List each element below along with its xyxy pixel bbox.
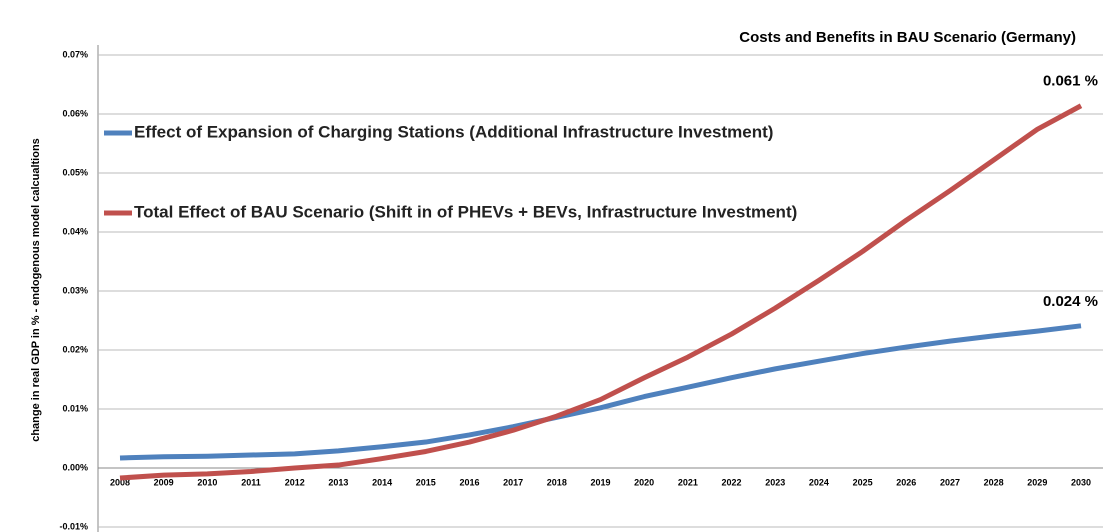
x-tick-label: 2023 [765, 477, 785, 487]
y-tick-label: 0.02% [62, 344, 88, 354]
y-tick-label: 0.05% [62, 167, 88, 177]
x-tick-label: 2030 [1071, 477, 1091, 487]
x-tick-label: 2012 [285, 477, 305, 487]
y-tick-label: 0.07% [62, 49, 88, 59]
y-tick-label: 0.01% [62, 403, 88, 413]
line [119, 323, 1082, 461]
x-tick-label: 2024 [809, 477, 829, 487]
line [119, 103, 1083, 481]
y-tick-label: -0.01% [59, 521, 88, 531]
x-tick-label: 2017 [503, 477, 523, 487]
x-tick-label: 2026 [896, 477, 916, 487]
x-tick-label: 2020 [634, 477, 654, 487]
x-tick-label: 2011 [241, 477, 261, 487]
y-tick-label: 0.06% [62, 108, 88, 118]
x-tick-label: 2015 [416, 477, 436, 487]
x-tick-label: 2025 [853, 477, 873, 487]
x-tick-label: 2013 [328, 477, 348, 487]
x-tick-label: 2021 [678, 477, 698, 487]
x-tick-label: 2016 [459, 477, 479, 487]
x-tick-label: 2028 [984, 477, 1004, 487]
y-axis-label: change in real GDP in % - endogenous mod… [30, 138, 42, 442]
x-tick-label: 2010 [197, 477, 217, 487]
x-tick-label: 2022 [722, 477, 742, 487]
y-tick-label: 0.00% [62, 462, 88, 472]
x-tick-label: 2027 [940, 477, 960, 487]
x-tick-label: 2018 [547, 477, 567, 487]
annotation: 0.024 % [1043, 293, 1098, 310]
x-tick-label: 2009 [154, 477, 174, 487]
x-tick-label: 2019 [590, 477, 610, 487]
annotation: 0.061 % [1043, 73, 1098, 90]
legend-label: Effect of Expansion of Charging Stations… [134, 122, 773, 141]
x-tick-label: 2014 [372, 477, 392, 487]
x-tick-label: 2029 [1027, 477, 1047, 487]
legend-label: Total Effect of BAU Scenario (Shift in o… [134, 202, 797, 221]
y-tick-label: 0.04% [62, 226, 88, 236]
x-tick-label: 2008 [110, 477, 130, 487]
y-tick-label: 0.03% [62, 285, 88, 295]
chart-title: Costs and Benefits in BAU Scenario (Germ… [739, 29, 1076, 46]
